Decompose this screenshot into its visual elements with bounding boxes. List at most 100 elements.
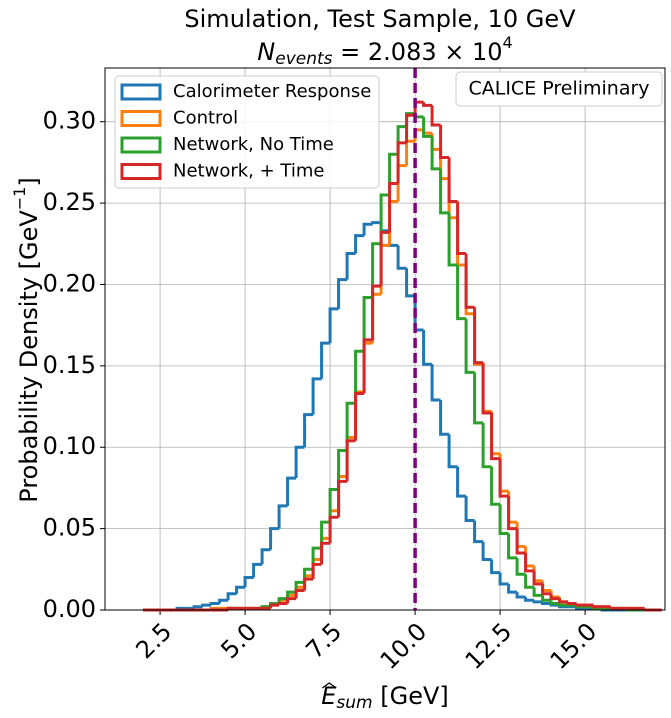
histogram-bin bbox=[294, 580, 305, 593]
legend-swatch bbox=[120, 110, 162, 127]
legend-label: Control bbox=[173, 108, 238, 129]
histogram-bin bbox=[226, 606, 237, 610]
y-axis-label: Probability Density [GeV−1] bbox=[10, 177, 44, 502]
histogram-bin bbox=[532, 587, 543, 597]
histogram-bin bbox=[405, 113, 416, 143]
histogram-bin bbox=[524, 574, 535, 589]
histogram-bin bbox=[311, 377, 322, 415]
histogram-bin bbox=[515, 528, 526, 555]
histogram-bin bbox=[515, 557, 526, 576]
histogram-bin bbox=[549, 600, 560, 605]
histogram-bin bbox=[354, 392, 365, 441]
histogram-bin bbox=[456, 201, 467, 256]
histogram-bin bbox=[311, 546, 322, 570]
histogram-bin bbox=[192, 605, 203, 609]
histogram-bin bbox=[541, 595, 552, 602]
y-tick-label: 0.25 bbox=[43, 188, 96, 216]
histogram-bin bbox=[294, 588, 305, 599]
histogram-bin bbox=[320, 341, 331, 379]
histogram-bin bbox=[371, 221, 382, 225]
histogram-bin bbox=[464, 496, 475, 522]
xlabel-subscript: sum bbox=[336, 693, 372, 713]
histogram-bin bbox=[490, 466, 501, 506]
histogram-bin bbox=[277, 597, 288, 604]
histogram-bin bbox=[328, 307, 339, 344]
histogram-bin bbox=[422, 116, 433, 138]
histogram-bin bbox=[439, 400, 450, 436]
histogram-bin bbox=[328, 515, 339, 544]
histogram-bin bbox=[464, 318, 475, 374]
subtitle-symbol: N bbox=[257, 38, 275, 66]
histogram-bin bbox=[303, 577, 314, 591]
histogram-bin bbox=[456, 264, 467, 321]
histogram-bin bbox=[235, 585, 246, 594]
histogram-bin bbox=[345, 401, 356, 451]
histogram-bin bbox=[490, 559, 501, 575]
histogram-bin bbox=[481, 362, 492, 415]
histogram-bin bbox=[464, 253, 475, 309]
histogram-bin bbox=[362, 295, 373, 352]
x-tick-label: 2.5 bbox=[130, 617, 177, 664]
legend-swatch bbox=[120, 163, 162, 180]
xlabel-unit: [GeV] bbox=[373, 682, 449, 710]
histogram-bin bbox=[541, 601, 552, 605]
histogram-bin bbox=[575, 603, 586, 607]
legend-label: Calorimeter Response bbox=[173, 81, 371, 102]
legend-label: Network, No Time bbox=[173, 134, 334, 155]
ylabel-superscript: −1 bbox=[10, 187, 29, 211]
histogram-bin bbox=[396, 141, 407, 184]
histogram-bin bbox=[269, 603, 280, 609]
histogram-bin bbox=[541, 583, 552, 596]
x-tick-label: 10.0 bbox=[375, 617, 433, 675]
histogram-bin bbox=[447, 212, 458, 267]
histogram-bin bbox=[354, 234, 365, 254]
histogram-bin bbox=[345, 439, 356, 482]
histogram-series bbox=[143, 128, 662, 612]
chart-title: Simulation, Test Sample, 10 GeV bbox=[184, 5, 576, 33]
ylabel-end: ] bbox=[15, 177, 43, 186]
histogram-series bbox=[143, 221, 662, 612]
annotation-box bbox=[455, 71, 663, 107]
subtitle-superscript: 4 bbox=[503, 33, 513, 52]
histogram-bin bbox=[379, 230, 390, 287]
histogram-bin bbox=[337, 278, 348, 309]
histogram-bin bbox=[558, 598, 569, 604]
histogram-bin bbox=[430, 136, 441, 171]
histogram-bin bbox=[243, 575, 254, 588]
legend-box bbox=[114, 75, 380, 189]
ylabel-text: Probability Density [GeV bbox=[15, 210, 43, 503]
histogram-bin bbox=[498, 572, 509, 586]
histogram-bin bbox=[422, 330, 433, 366]
y-tick-label: 0.00 bbox=[43, 595, 96, 623]
histogram-bin bbox=[311, 562, 322, 580]
histogram-bin bbox=[218, 598, 229, 604]
x-tick-label: 15.0 bbox=[545, 617, 603, 675]
histogram-bin bbox=[566, 601, 577, 605]
histogram-bin bbox=[337, 448, 348, 490]
histogram-bin bbox=[201, 603, 212, 607]
histogram-bin bbox=[481, 541, 492, 562]
histogram-bin bbox=[337, 479, 348, 518]
histogram-bin bbox=[558, 603, 569, 607]
histogram-bin bbox=[396, 245, 407, 270]
histogram-bin bbox=[473, 372, 484, 425]
histogram-bin bbox=[507, 583, 518, 594]
histogram-bin bbox=[592, 605, 603, 609]
histogram-bin bbox=[498, 504, 509, 536]
y-tick-label: 0.10 bbox=[43, 432, 96, 460]
histogram-bin bbox=[226, 592, 237, 601]
histogram-bin bbox=[371, 284, 382, 340]
subtitle-subscript: events bbox=[275, 49, 332, 69]
annotation: CALICE Preliminary bbox=[468, 78, 649, 100]
histogram-bin bbox=[294, 445, 305, 479]
histogram-bin bbox=[209, 601, 220, 606]
histogram-bin bbox=[354, 349, 365, 404]
histogram-bin bbox=[286, 597, 297, 604]
histogram-bin bbox=[481, 422, 492, 469]
histogram-bin bbox=[447, 157, 458, 203]
histogram-bin bbox=[447, 434, 458, 469]
legend-label: Network, + Time bbox=[173, 161, 324, 182]
histogram-bin bbox=[269, 527, 280, 550]
plot-frame bbox=[104, 67, 666, 611]
